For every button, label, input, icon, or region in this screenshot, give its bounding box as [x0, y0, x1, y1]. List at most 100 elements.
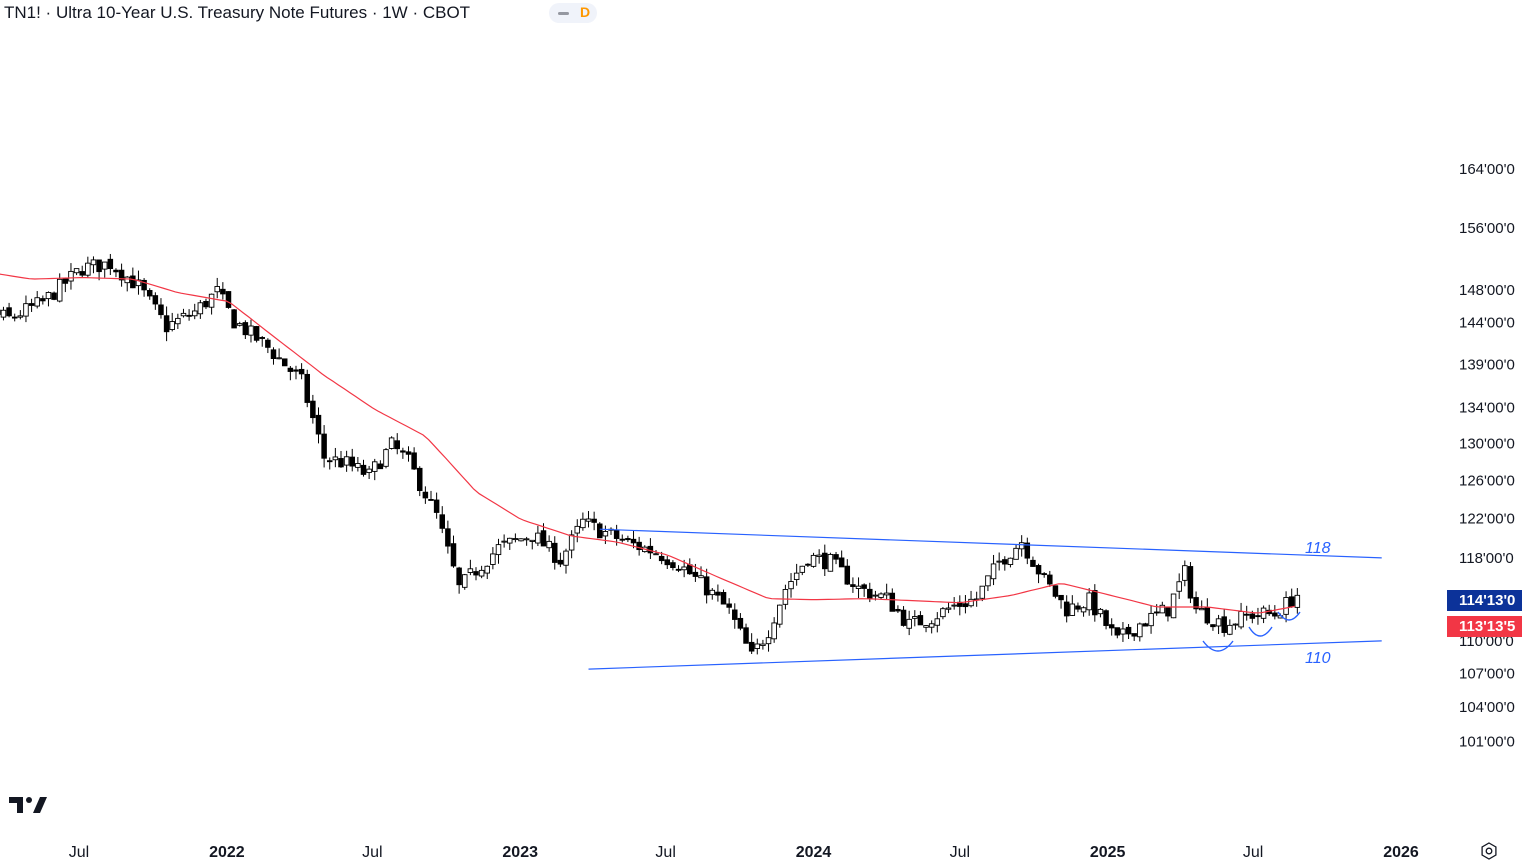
candle-body [90, 259, 97, 266]
candle-body [1232, 623, 1239, 626]
candle-body [445, 528, 451, 547]
candle-body [456, 567, 462, 586]
candle-body [405, 451, 412, 455]
candle-body [906, 618, 912, 629]
price-tick-label: 144'00'0 [1459, 315, 1515, 332]
candle-body [1210, 624, 1216, 628]
candle-body [1187, 566, 1194, 599]
candle-body [1272, 612, 1278, 617]
candle-body [377, 463, 384, 470]
candle-body [467, 568, 474, 573]
candle-body [332, 456, 339, 461]
candle-body [1193, 597, 1199, 610]
candle-body [546, 540, 552, 549]
candle-body [1204, 607, 1211, 624]
candle-body [1142, 623, 1149, 627]
candle-body [912, 616, 918, 619]
candle-body [658, 555, 665, 562]
candle-body [529, 539, 536, 542]
candle-body [777, 604, 783, 625]
candle-body [1131, 633, 1137, 637]
candle-body [0, 309, 7, 318]
candle-body [298, 368, 305, 375]
candle-body [293, 369, 299, 372]
price-tick-label: 134'00'0 [1459, 400, 1515, 417]
candle-body [557, 559, 564, 565]
price-tick-label: 110'00'0 [1459, 633, 1514, 650]
candle-body [1249, 613, 1256, 619]
candle-body [101, 261, 108, 270]
candle-body [1108, 624, 1115, 629]
candle-body [996, 560, 1002, 563]
upper-trendline-label: 118 [1305, 540, 1331, 557]
candle-body [867, 588, 873, 599]
candle-body [597, 523, 603, 539]
candle-body [754, 643, 761, 649]
candle-body [765, 637, 772, 645]
candle-body [62, 278, 69, 284]
candle-body [844, 565, 851, 585]
chart-title[interactable]: TN1! · Ultra 10-Year U.S. Treasury Note … [4, 3, 471, 22]
candle-body [709, 589, 716, 596]
settings-gear-icon[interactable] [1479, 841, 1499, 861]
candle-body [1176, 581, 1182, 592]
candle-body [748, 641, 755, 652]
candle-body [602, 531, 609, 537]
upper-trendline[interactable] [599, 528, 1382, 559]
candle-body [56, 278, 63, 302]
candle-body [923, 625, 929, 628]
candle-body [473, 571, 479, 576]
candle-body [1024, 542, 1031, 559]
candle-body [478, 569, 485, 577]
candle-body [1238, 611, 1244, 628]
time-tick-label: 2026 [1383, 844, 1419, 861]
candle-body [73, 268, 80, 274]
candle-body [259, 337, 265, 339]
candle-body [1080, 607, 1087, 613]
candle-body [169, 321, 175, 330]
candle-body [872, 594, 879, 597]
time-tick-label: 2022 [209, 844, 245, 861]
price-tick-label: 118'00'0 [1459, 550, 1514, 567]
candle-body [276, 357, 282, 360]
candle-body [1159, 604, 1166, 614]
candle-body [580, 518, 586, 529]
candle-body [11, 316, 18, 319]
candle-body [45, 292, 52, 300]
price-tick-label: 156'00'0 [1459, 220, 1515, 237]
candle-body [146, 290, 153, 297]
candle-body [681, 566, 687, 571]
candle-body [371, 461, 378, 472]
candle-body [630, 538, 637, 544]
candle-body [321, 433, 327, 459]
tradingview-logo-icon[interactable] [8, 794, 48, 816]
candle-body [304, 373, 310, 403]
candle-body [760, 643, 766, 646]
candle-body [1047, 574, 1053, 585]
candle-body [79, 271, 85, 276]
candle-body [850, 584, 856, 587]
candle-body [366, 468, 372, 473]
candle-body [462, 574, 468, 588]
candle-body [619, 538, 626, 541]
candle-body [1063, 601, 1070, 617]
data-status-badge[interactable]: D [549, 3, 597, 23]
candle-body [422, 491, 429, 499]
candle-body [152, 295, 159, 305]
price-tick-label: 139'00'0 [1459, 356, 1515, 373]
candle-body [1137, 623, 1143, 638]
price-axis: 164'00'0 156'00'0 148'00'0 144'00'0 139'00'0… [1459, 161, 1515, 751]
candle-body [692, 571, 699, 577]
candle-body [1086, 592, 1092, 611]
candle-body [85, 262, 91, 276]
candle-body [433, 499, 440, 513]
candle-body [96, 259, 102, 273]
lower-trendline[interactable] [588, 640, 1382, 670]
candle-body [805, 563, 811, 566]
candle-body [17, 315, 24, 318]
candle-body [203, 301, 209, 308]
candle-body [900, 609, 907, 626]
candle-body [28, 303, 35, 306]
time-tick-label: Jul [362, 844, 382, 861]
